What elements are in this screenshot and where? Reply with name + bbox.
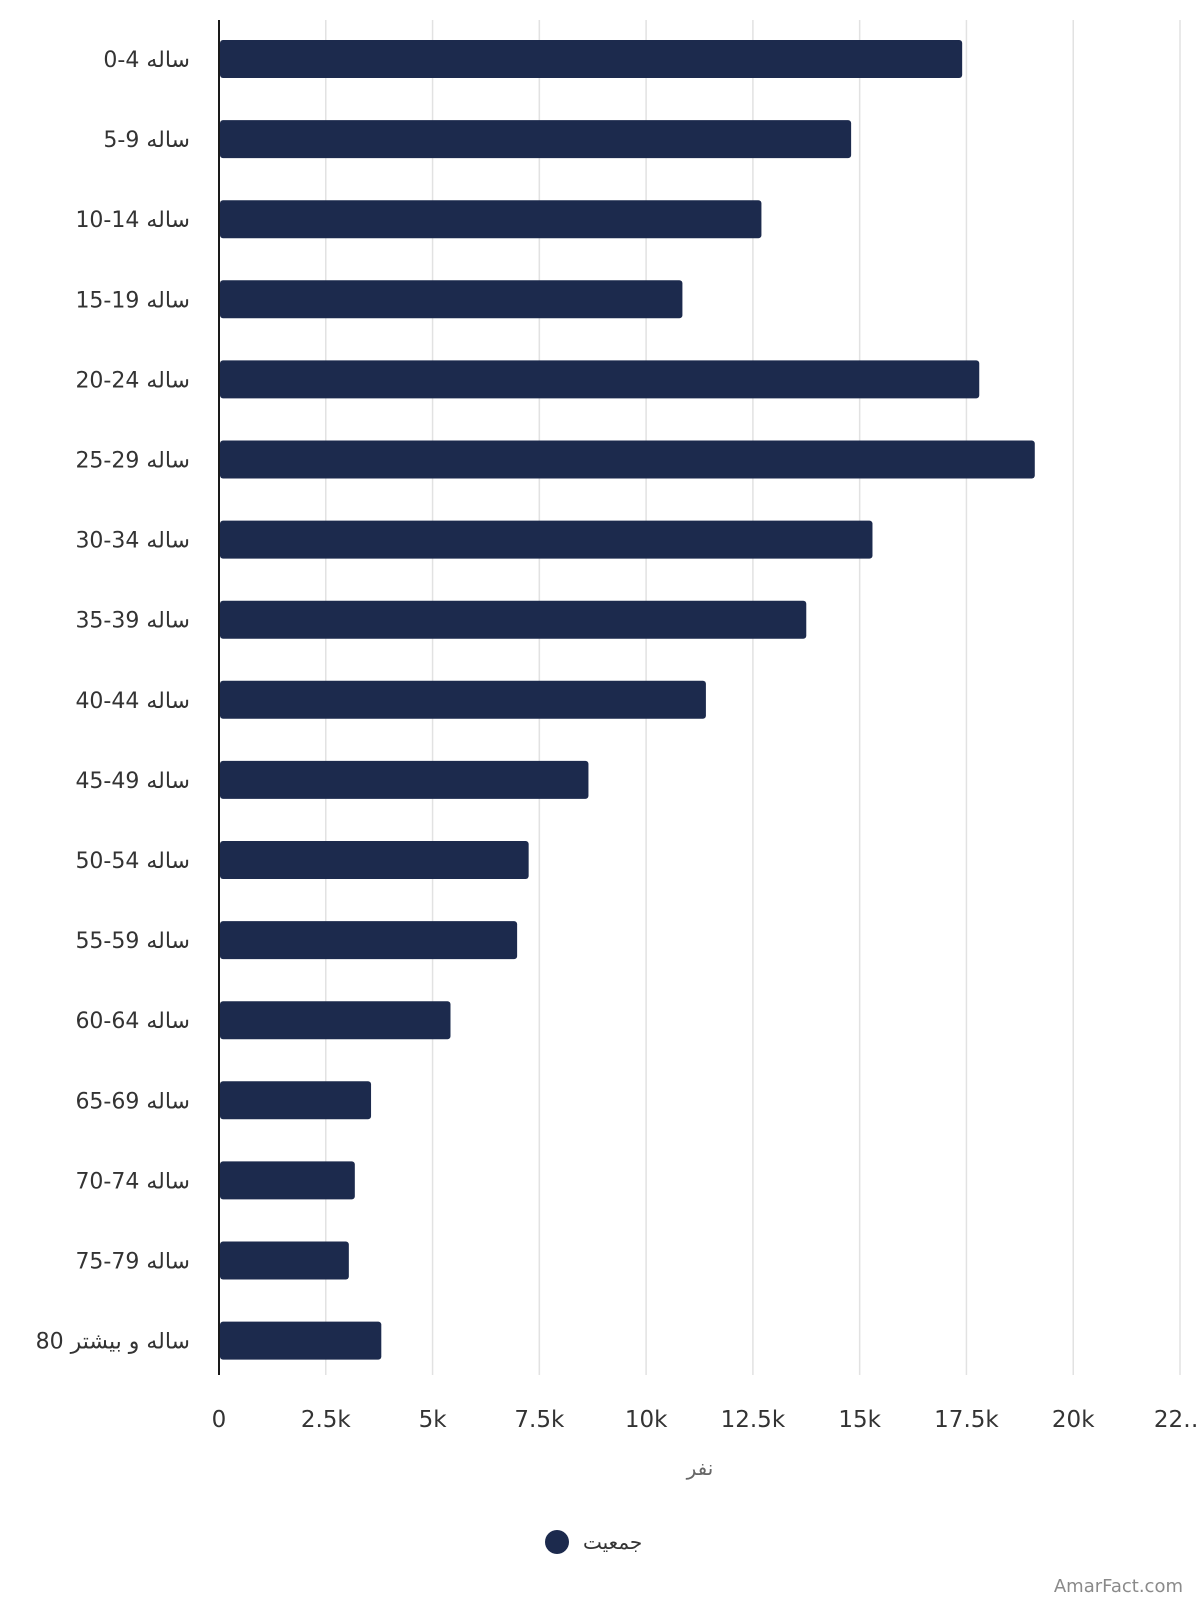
bar[interactable] — [220, 520, 873, 559]
category-label: 35-39 ساله — [75, 609, 190, 634]
bar[interactable] — [220, 760, 589, 799]
grid-lines — [325, 20, 1181, 1375]
bar[interactable] — [220, 200, 762, 239]
bar[interactable] — [220, 360, 980, 399]
category-label: 70-74 ساله — [75, 1169, 190, 1194]
bar[interactable] — [220, 1241, 349, 1280]
legend[interactable]: جمعیت — [545, 1530, 642, 1554]
x-tick-label: 22… — [1154, 1407, 1200, 1433]
legend-label: جمعیت — [583, 1530, 642, 1554]
category-label: 25-29 ساله — [75, 449, 190, 474]
bar[interactable] — [220, 40, 963, 78]
category-label: 15-19 ساله — [75, 288, 190, 313]
bar[interactable] — [220, 120, 852, 159]
x-tick-label: 20k — [1052, 1407, 1095, 1433]
bar[interactable] — [220, 680, 706, 719]
category-label: 45-49 ساله — [75, 769, 190, 794]
category-label: 40-44 ساله — [75, 689, 190, 714]
category-label: 65-69 ساله — [75, 1089, 190, 1114]
x-axis-title: نفر — [686, 1456, 714, 1480]
bar[interactable] — [220, 440, 1035, 479]
bar[interactable] — [220, 1081, 372, 1120]
category-label: 30-34 ساله — [75, 529, 190, 554]
bar[interactable] — [220, 921, 518, 960]
bar[interactable] — [220, 600, 807, 639]
bar[interactable] — [220, 1321, 382, 1360]
watermark: AmarFact.com — [1054, 1576, 1183, 1597]
x-tick-label: 17.5k — [934, 1407, 999, 1433]
category-label: 5-9 ساله — [103, 128, 190, 153]
x-tick-label: 7.5k — [514, 1407, 565, 1433]
bar[interactable] — [220, 1001, 451, 1040]
category-labels: 0-4 ساله 5-9 ساله 10-14 ساله 15-19 ساله 20-2… — [36, 48, 190, 1355]
x-tick-label: 2.5k — [301, 1407, 352, 1433]
bars — [220, 40, 1035, 1360]
category-label: 0-4 ساله — [103, 48, 190, 73]
bar[interactable] — [220, 841, 529, 879]
bar[interactable] — [220, 280, 683, 319]
category-label: 55-59 ساله — [75, 929, 190, 954]
category-label: 80 ساله و بیشتر — [36, 1330, 190, 1355]
category-label: 10-14 ساله — [75, 208, 190, 233]
x-tick-label: 12.5k — [721, 1407, 786, 1433]
x-tick-label: 15k — [838, 1407, 881, 1433]
x-tick-label: 0 — [212, 1407, 227, 1433]
category-label: 50-54 ساله — [75, 849, 190, 874]
category-label: 60-64 ساله — [75, 1009, 190, 1034]
category-label: 20-24 ساله — [75, 368, 190, 393]
x-tick-label: 5k — [419, 1407, 448, 1433]
x-tick-label: 10k — [625, 1407, 668, 1433]
bar[interactable] — [220, 1161, 355, 1200]
x-tick-labels: 0 2.5k 5k 7.5k 10k 12.5k 15k 17.5k 20k 22… — [212, 1407, 1200, 1433]
legend-marker — [545, 1530, 569, 1554]
category-label: 75-79 ساله — [75, 1250, 190, 1275]
